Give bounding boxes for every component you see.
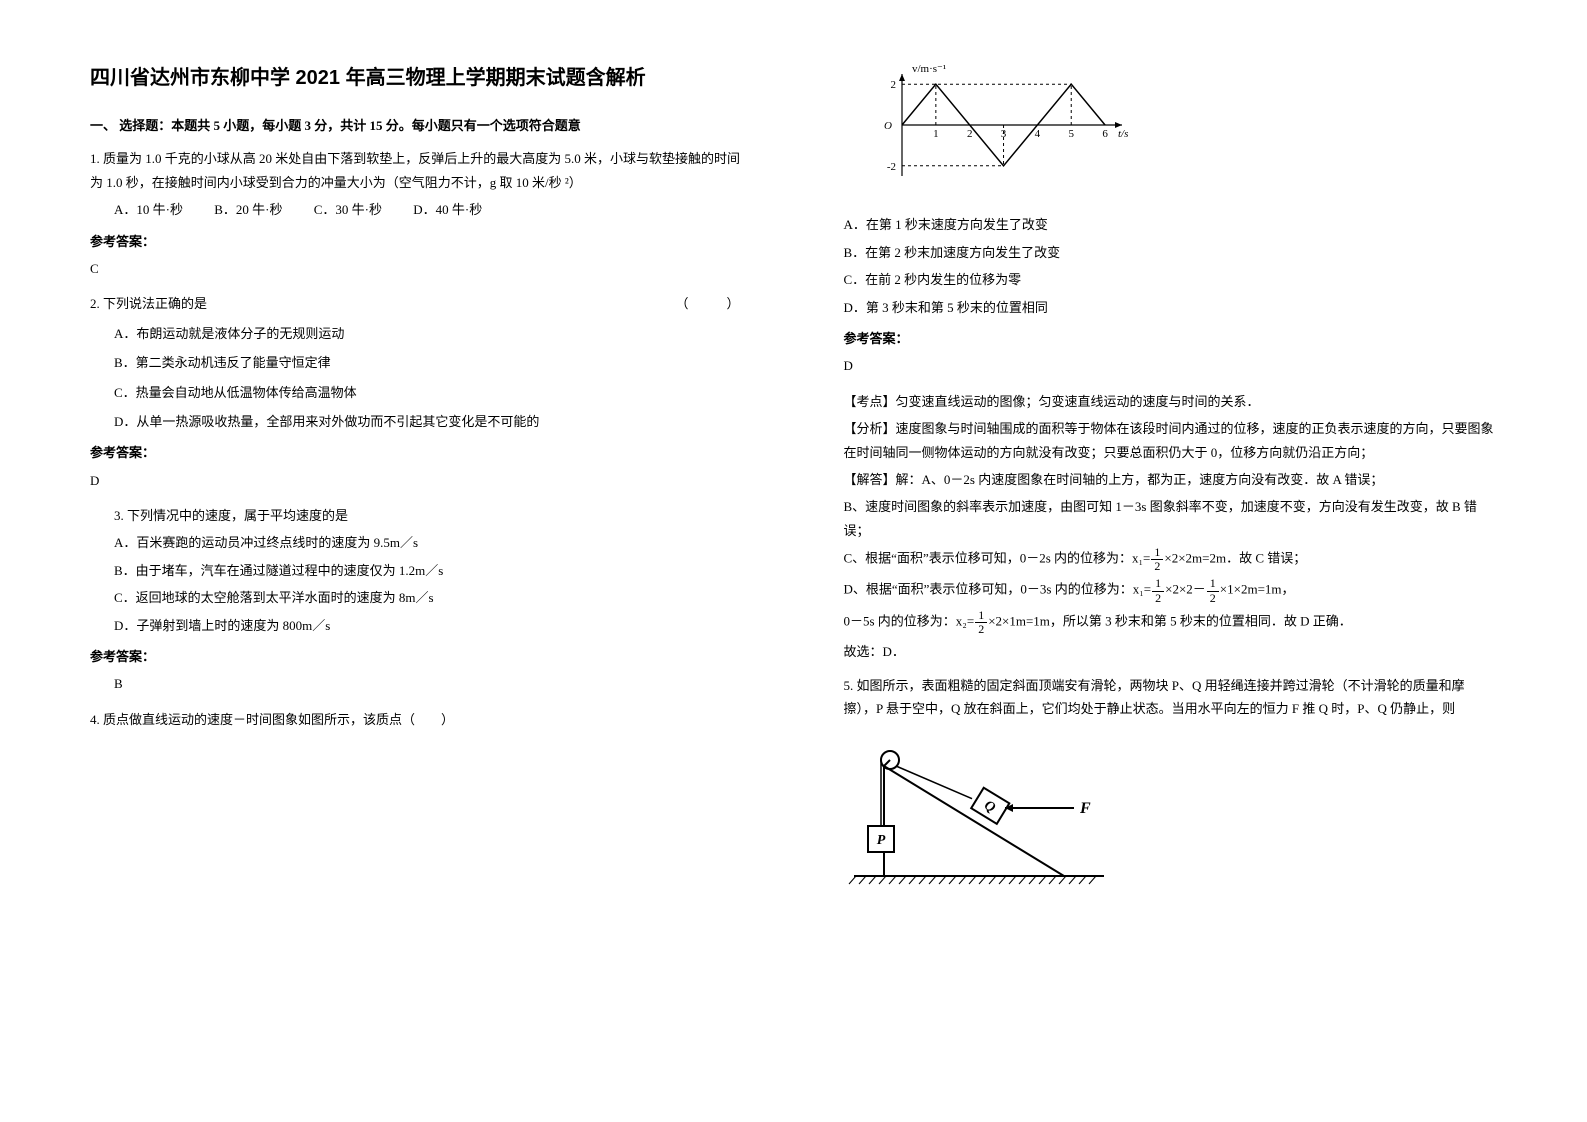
page-title: 四川省达州市东柳中学 2021 年高三物理上学期期末试题含解析 (90, 60, 744, 96)
fraction-icon: 12 (1152, 577, 1164, 604)
svg-text:5: 5 (1068, 128, 1074, 140)
q4-jieda-a: 【解答】解：A、0－2s 内速度图象在时间轴的上方，都为正，速度方向没有改变．故… (844, 468, 1498, 491)
q2-opt-b: B．第二类永动机违反了能量守恒定律 (114, 351, 744, 374)
q4-d-pre: D、根据“面积”表示位移可知，0－3s 内的位移为：x₁= (844, 582, 1152, 597)
q3-stem: 3. 下列情况中的速度，属于平均速度的是 (114, 504, 744, 527)
q1-stem: 1. 质量为 1.0 千克的小球从高 20 米处自由下落到软垫上，反弹后上升的最… (90, 147, 744, 194)
q2-stem: 2. 下列说法正确的是 （ ） (90, 292, 744, 315)
q4-opt-a: A．在第 1 秒末速度方向发生了改变 (844, 213, 1498, 236)
q4-answer: D (844, 354, 1498, 377)
q4-jieda-c: C、根据“面积”表示位移可知，0－2s 内的位移为：x₁=12×2×2m=2m．… (844, 546, 1498, 573)
q4-jieda-end: 故选：D． (844, 640, 1498, 663)
q2-answer-label: 参考答案： (90, 441, 744, 464)
q4-kaodian: 【考点】匀变速直线运动的图像；匀变速直线运动的速度与时间的关系． (844, 390, 1498, 413)
q4-opt-b: B．在第 2 秒末加速度方向发生了改变 (844, 241, 1498, 264)
svg-text:2: 2 (890, 79, 896, 91)
q2-opt-d: D．从单一热源吸收热量，全部用来对外做功而不引起其它变化是不可能的 (114, 410, 744, 433)
fraction-icon: 12 (1207, 577, 1219, 604)
svg-text:P: P (876, 833, 885, 848)
q3-opt-b: B．由于堵车，汽车在通过隧道过程中的速度仅为 1.2m／s (114, 559, 744, 582)
q4-d-post: m=1m， (1247, 582, 1294, 597)
q4-answer-label: 参考答案： (844, 327, 1498, 350)
q2-opt-c: C．热量会自动地从低温物体传给高温物体 (114, 381, 744, 404)
q4-opt-c: C．在前 2 秒内发生的位移为零 (844, 268, 1498, 291)
q3-answer-label: 参考答案： (90, 645, 744, 668)
svg-text:2: 2 (966, 128, 972, 140)
q4-d-mid2: ×1×2 (1220, 582, 1248, 597)
q3-opt-d: D．子弹射到墙上时的速度为 800m／s (114, 614, 744, 637)
q2-opt-a: A．布朗运动就是液体分子的无规则运动 (114, 322, 744, 345)
fraction-icon: 12 (1151, 546, 1163, 573)
q3-opt-c: C．返回地球的太空舱落到太平洋水面时的速度为 8m／s (114, 586, 744, 609)
question-5-stem: 5. 如图所示，表面粗糙的固定斜面顶端安有滑轮，两物块 P、Q 用轻绳连接并跨过… (844, 674, 1498, 721)
q2-stem-text: 2. 下列说法正确的是 (90, 292, 207, 315)
section-1-heading: 一、 选择题：本题共 5 小题，每小题 3 分，共计 15 分。每小题只有一个选… (90, 114, 744, 137)
q4-d-mid: ×2×2－ (1165, 582, 1206, 597)
q4-opt-d: D．第 3 秒末和第 5 秒末的位置相同 (844, 296, 1498, 319)
q1-opt-b: B．20 牛·秒 (214, 202, 282, 217)
q1-opt-c: C．30 牛·秒 (314, 202, 382, 217)
svg-text:1: 1 (933, 128, 939, 140)
question-3: 3. 下列情况中的速度，属于平均速度的是 A．百米赛跑的运动员冲过终点线时的速度… (90, 504, 744, 637)
velocity-time-chart: 1 2 3 4 5 6 -2 2 Ov/m·s⁻¹ t/s (874, 60, 1134, 190)
q1-options: A．10 牛·秒 B．20 牛·秒 C．30 牛·秒 D．40 牛·秒 (90, 198, 744, 221)
q3-answer: B (90, 672, 744, 695)
q4-c-pre: C、根据“面积”表示位移可知，0－2s 内的位移为：x₁= (844, 551, 1151, 566)
svg-text:-2: -2 (886, 161, 895, 173)
q4-c-post: ×2×2m=2m．故 C 错误； (1164, 551, 1306, 566)
q4-d2-pre: 0－5s 内的位移为：x₂= (844, 614, 975, 629)
q4-jieda-d2: 0－5s 内的位移为：x₂=12×2×1m=1m，所以第 3 秒末和第 5 秒末… (844, 609, 1498, 636)
svg-text:6: 6 (1102, 128, 1108, 140)
q1-answer: C (90, 257, 744, 280)
q4-d2-post: ×2×1m=1m，所以第 3 秒末和第 5 秒末的位置相同．故 D 正确． (988, 614, 1352, 629)
right-column: 123456-22Ov/m·s⁻¹t/s A．在第 1 秒末速度方向发生了改变 … (794, 0, 1587, 1122)
q2-blank: （ ） (675, 292, 743, 315)
svg-text:O: O (884, 120, 892, 132)
q3-opt-a: A．百米赛跑的运动员冲过终点线时的速度为 9.5m／s (114, 531, 744, 554)
q1-opt-d: D．40 牛·秒 (413, 202, 482, 217)
svg-text:t/s: t/s (1118, 128, 1128, 140)
q1-opt-a: A．10 牛·秒 (114, 202, 183, 217)
svg-text:4: 4 (1034, 128, 1040, 140)
question-2: 2. 下列说法正确的是 （ ） A．布朗运动就是液体分子的无规则运动 B．第二类… (90, 292, 744, 433)
question-4-stem: 4. 质点做直线运动的速度－时间图象如图所示，该质点（ ） (90, 708, 744, 731)
svg-text:v/m·s⁻¹: v/m·s⁻¹ (912, 63, 946, 75)
q4-jieda-d: D、根据“面积”表示位移可知，0－3s 内的位移为：x₁=12×2×2－12×1… (844, 577, 1498, 604)
q4-fenxi: 【分析】速度图象与时间轴围成的面积等于物体在该段时间内通过的位移，速度的正负表示… (844, 417, 1498, 464)
question-1: 1. 质量为 1.0 千克的小球从高 20 米处自由下落到软垫上，反弹后上升的最… (90, 147, 744, 221)
left-column: 四川省达州市东柳中学 2021 年高三物理上学期期末试题含解析 一、 选择题：本… (0, 0, 794, 1122)
svg-text:3: 3 (1000, 128, 1006, 140)
fraction-icon: 12 (975, 609, 987, 636)
q2-answer: D (90, 469, 744, 492)
svg-text:F: F (1079, 800, 1091, 817)
incline-pulley-diagram: PQF (844, 736, 1124, 896)
q1-answer-label: 参考答案： (90, 230, 744, 253)
q4-jieda-b: B、速度时间图象的斜率表示加速度，由图可知 1－3s 图象斜率不变，加速度不变，… (844, 495, 1498, 542)
